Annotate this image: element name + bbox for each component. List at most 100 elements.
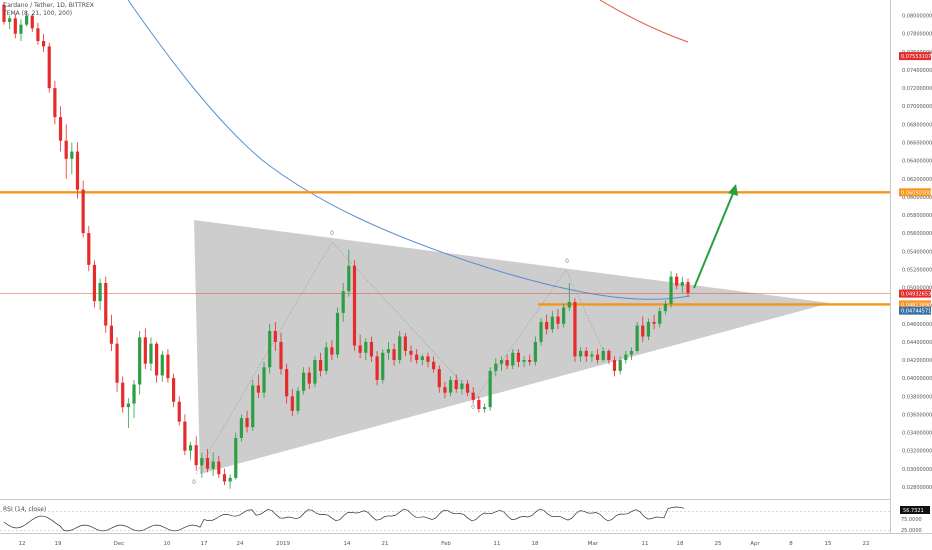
candle-body — [522, 360, 526, 362]
candle-body — [47, 46, 51, 89]
candle-body — [138, 337, 142, 385]
candle-body — [53, 88, 57, 118]
candle-body — [188, 445, 193, 451]
price-tick-label: 0.08000000 — [902, 14, 932, 20]
time-tick-label: Apr — [750, 541, 760, 547]
candle-body — [70, 151, 74, 159]
candle-body — [595, 354, 600, 361]
candle-body — [528, 360, 532, 362]
price-tick-label: 0.05600000 — [902, 231, 932, 237]
time-tick-label: 18 — [677, 541, 684, 547]
candle-body — [30, 15, 34, 29]
price-tick-label: 0.05000000 — [902, 286, 932, 292]
candle-body — [550, 316, 554, 330]
time-tick-label: 22 — [863, 541, 870, 547]
tag-resistance-top: 0.06050300 — [899, 188, 931, 197]
tag-current-text: 0.04932653 — [901, 292, 931, 298]
candle-body — [477, 399, 481, 409]
time-tick-label: 25 — [715, 541, 722, 547]
price-tick-label: 0.07000000 — [902, 104, 932, 110]
candle-body — [567, 302, 571, 308]
candle-body — [533, 341, 537, 362]
candle-body — [318, 360, 323, 371]
time-tick-label: 17 — [201, 541, 208, 547]
candle-body — [239, 418, 244, 438]
candle-body — [369, 341, 374, 357]
price-tick-label: 0.07400000 — [902, 68, 932, 74]
candle-body — [341, 291, 345, 313]
breakout-arrow[interactable] — [693, 184, 738, 289]
candle-body — [652, 321, 656, 324]
candle-body — [285, 369, 289, 397]
rsi-legend: RSI (14, close) — [3, 506, 47, 513]
tag-ma-blue-text: 0.04744571 — [901, 309, 931, 315]
candle-body — [347, 265, 351, 292]
candle-body — [115, 343, 119, 383]
price-tick-label: 0.05400000 — [902, 249, 932, 255]
candle-body — [58, 117, 63, 141]
indicator-legend: TEMA (8, 21, 100, 200) — [3, 10, 73, 17]
price-tick-label: 0.06800000 — [902, 122, 932, 128]
candle-body — [556, 316, 560, 324]
candle-body — [398, 336, 402, 361]
candle-body — [488, 370, 492, 408]
candle-body — [262, 367, 266, 393]
candle-body — [381, 352, 385, 380]
rsi-panel — [0, 506, 890, 532]
candle-body — [432, 361, 436, 370]
candle-body — [562, 307, 566, 324]
candle-body — [601, 350, 605, 361]
candle-body — [409, 350, 413, 355]
price-tick-label: 0.03600000 — [902, 412, 932, 418]
candle-body — [171, 378, 176, 402]
time-tick-label: 14 — [344, 541, 351, 547]
price-axis[interactable]: 0.080000000.078000000.076000000.07400000… — [902, 14, 932, 491]
candle-body — [160, 354, 164, 376]
candle-body — [75, 151, 80, 190]
candle-body — [279, 341, 283, 370]
candle-body — [545, 321, 549, 330]
time-tick-label: Feb — [441, 541, 451, 547]
time-tick-label: 18 — [532, 541, 539, 547]
candle-body — [25, 15, 29, 25]
candle-body — [194, 445, 198, 466]
tag-resistance-low: 0.04813890 — [899, 300, 931, 309]
candle-body — [578, 350, 583, 357]
time-tick-label: 24 — [237, 541, 244, 547]
candle-body — [618, 360, 622, 371]
price-tick-label: 0.03000000 — [902, 467, 932, 473]
candle-body — [8, 18, 12, 22]
tag-ma-red-text: 0.07553107 — [901, 54, 931, 60]
tag-current: 0.04932653 — [899, 289, 931, 298]
candle-body — [364, 341, 368, 353]
candle-body — [426, 356, 430, 362]
rsi-value-text: 56.7321 — [903, 508, 924, 514]
chart-title: Cardano / Tether, 1D, BITTREX — [3, 2, 94, 9]
time-axis[interactable]: 12 19 Dec 10 17 24 2019 14 21 Feb 11 18 Mar 11 18 25 Apr… — [19, 541, 870, 547]
candle-body — [443, 387, 447, 393]
candle-body — [245, 418, 249, 428]
price-tick-label: 0.05800000 — [902, 213, 932, 219]
candle-body — [386, 349, 390, 353]
candle-body — [177, 401, 181, 422]
candle-body — [590, 354, 594, 357]
candle-body — [273, 331, 277, 342]
candle-body — [256, 385, 260, 393]
tema-blue-line — [127, 0, 691, 300]
candle-body — [335, 312, 340, 355]
price-tick-label: 0.05200000 — [902, 267, 932, 273]
candle-body — [646, 321, 651, 337]
candle-body — [92, 264, 97, 302]
price-tick-label: 0.03400000 — [902, 431, 932, 437]
candle-body — [166, 354, 170, 379]
time-tick-label: 8 — [789, 541, 793, 547]
candle-body — [41, 40, 46, 47]
candle-body — [629, 350, 634, 355]
tag-ma-blue: 0.04744571 — [899, 306, 931, 315]
candle-body — [680, 282, 684, 286]
candle-body — [36, 28, 40, 41]
candle-body — [109, 325, 114, 344]
time-tick-label: 2019 — [276, 541, 290, 547]
